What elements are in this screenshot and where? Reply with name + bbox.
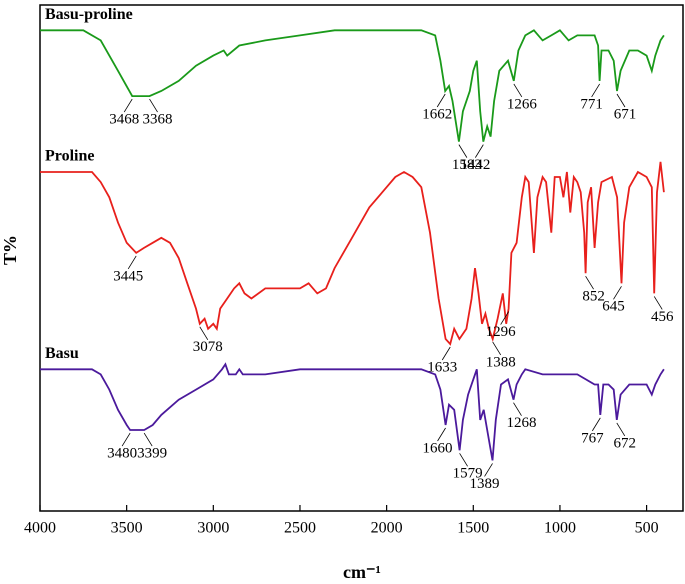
peak-label: 1660 xyxy=(423,440,453,456)
peak-label: 771 xyxy=(580,96,603,112)
plot-frame xyxy=(39,4,684,512)
peak-leader xyxy=(653,296,663,310)
peak-leader xyxy=(458,144,468,158)
spectrum-line xyxy=(40,362,665,461)
peak-leader xyxy=(500,311,509,325)
peak-label: 1662 xyxy=(422,106,452,122)
peak-label: 1388 xyxy=(486,354,516,370)
peak-label: 1296 xyxy=(486,324,517,340)
spectrum-line xyxy=(40,29,665,142)
peak-leader xyxy=(591,417,601,432)
peak-label: 767 xyxy=(581,430,604,446)
peak-leader xyxy=(459,453,468,467)
peak-label: 3078 xyxy=(193,339,223,355)
peak-leader xyxy=(436,93,446,108)
x-tick-label: 1000 xyxy=(544,520,576,537)
peak-leader xyxy=(437,427,446,442)
peak-label: 1442 xyxy=(460,157,490,173)
peak-label: 3368 xyxy=(143,112,173,128)
x-axis-label: cm⁻¹ xyxy=(343,562,381,582)
peak-label: 645 xyxy=(602,299,625,315)
peak-leader xyxy=(149,98,158,113)
peak-label: 3445 xyxy=(113,268,143,284)
series-label: Proline xyxy=(45,148,94,165)
peak-leader xyxy=(127,255,137,270)
x-tick-label: 500 xyxy=(635,520,659,537)
peak-leader xyxy=(616,422,626,437)
peak-label: 1266 xyxy=(507,96,538,112)
peak-leader xyxy=(591,83,600,98)
peak-label: 1583 xyxy=(452,157,482,173)
peak-label: 1389 xyxy=(470,476,500,492)
peak-label: 852 xyxy=(582,289,605,305)
peak-leader xyxy=(441,346,451,361)
x-tick-label: 2500 xyxy=(284,520,316,537)
peak-leader xyxy=(121,432,131,447)
peak-label: 3468 xyxy=(109,112,139,128)
x-tick-label: 3000 xyxy=(197,520,229,537)
spectrum-line xyxy=(40,161,665,346)
peak-label: 1579 xyxy=(453,466,483,482)
series-label: Basu xyxy=(45,345,79,362)
peak-label: 3480 xyxy=(107,445,137,461)
series-label: Basu-proline xyxy=(45,6,133,23)
peak-leader xyxy=(475,144,484,158)
peak-leader xyxy=(123,98,133,113)
peak-leader xyxy=(616,93,626,108)
x-tick-label: 2000 xyxy=(371,520,403,537)
peak-leader xyxy=(143,432,153,447)
peak-label: 1268 xyxy=(506,415,536,431)
peak-leader xyxy=(484,463,493,477)
peak-leader xyxy=(613,286,622,300)
x-tick-label: 4000 xyxy=(24,520,56,537)
peak-leader xyxy=(513,83,523,98)
peak-leader xyxy=(513,402,522,416)
peak-label: 456 xyxy=(651,309,674,325)
peak-label: 671 xyxy=(614,106,637,122)
peak-label: 1633 xyxy=(427,359,457,375)
peak-label: 672 xyxy=(614,435,637,451)
y-axis-label: T% xyxy=(0,235,20,265)
x-tick-label: 1500 xyxy=(457,520,489,537)
peak-leader xyxy=(492,341,502,356)
peak-leader xyxy=(199,326,209,340)
peak-leader xyxy=(585,275,594,290)
x-tick-label: 3500 xyxy=(111,520,143,537)
peak-label: 3399 xyxy=(137,445,167,461)
